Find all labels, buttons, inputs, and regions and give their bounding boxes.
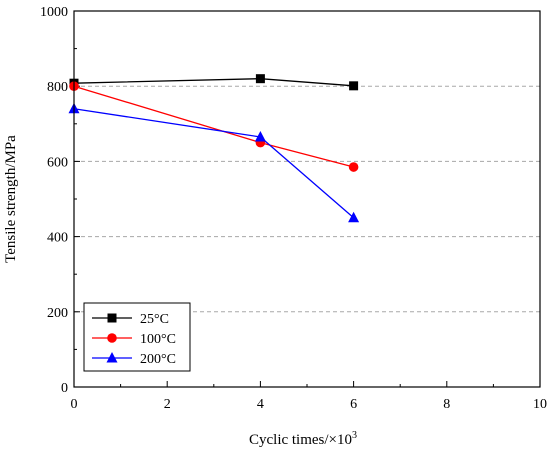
legend-box xyxy=(83,302,191,372)
data-point-series-2-3 xyxy=(348,162,359,172)
y-tick-label-200: 200 xyxy=(47,306,68,321)
legend-item-3: 200°C xyxy=(92,352,176,367)
legend-marker-3 xyxy=(106,352,118,363)
legend-label-1: 25°C xyxy=(140,312,169,327)
data-point-series-3-2 xyxy=(254,130,266,142)
x-axis-label: Cyclic times/×103 xyxy=(249,430,357,448)
x-axis-label-exponent: 3 xyxy=(352,430,357,441)
y-tick-label-600: 600 xyxy=(47,155,68,170)
plot-frame xyxy=(73,10,541,388)
series-3 xyxy=(68,102,360,223)
x-tick-label-4: 4 xyxy=(257,397,264,412)
data-series xyxy=(68,74,360,223)
data-point-series-1-3 xyxy=(349,81,359,91)
legend-item-1: 25°C xyxy=(92,312,169,327)
series-1 xyxy=(69,74,359,91)
y-tick-label-1000: 1000 xyxy=(40,5,68,20)
legend-item-2: 100°C xyxy=(92,332,176,347)
legend-label-3: 200°C xyxy=(140,352,176,367)
legend-marker-1 xyxy=(107,313,117,323)
y-tick-label-400: 400 xyxy=(47,231,68,246)
y-axis-label: Tensile strength/MPa xyxy=(3,135,19,263)
x-axis-label-text: Cyclic times/×10 xyxy=(249,432,352,448)
x-tick-label-2: 2 xyxy=(164,397,171,412)
x-tick-label-0: 0 xyxy=(71,397,78,412)
series-line-3 xyxy=(73,108,355,219)
x-axis-ticks: 0 2 4 6 8 10 xyxy=(71,381,547,412)
data-point-series-3-3 xyxy=(348,211,360,223)
x-tick-label-10: 10 xyxy=(533,397,547,412)
series-line-1 xyxy=(73,78,354,87)
data-point-series-1-2 xyxy=(255,74,265,84)
legend-label-2: 100°C xyxy=(140,332,176,347)
series-2 xyxy=(69,81,359,172)
y-tick-label-800: 800 xyxy=(47,80,68,95)
grid-lines xyxy=(74,85,540,313)
series-line-2 xyxy=(73,85,354,168)
x-tick-label-6: 6 xyxy=(350,397,357,412)
legend: 25°C 100°C 200°C xyxy=(83,302,191,372)
x-tick-label-8: 8 xyxy=(443,397,450,412)
y-tick-label-0: 0 xyxy=(61,381,68,396)
legend-marker-2 xyxy=(107,333,117,343)
